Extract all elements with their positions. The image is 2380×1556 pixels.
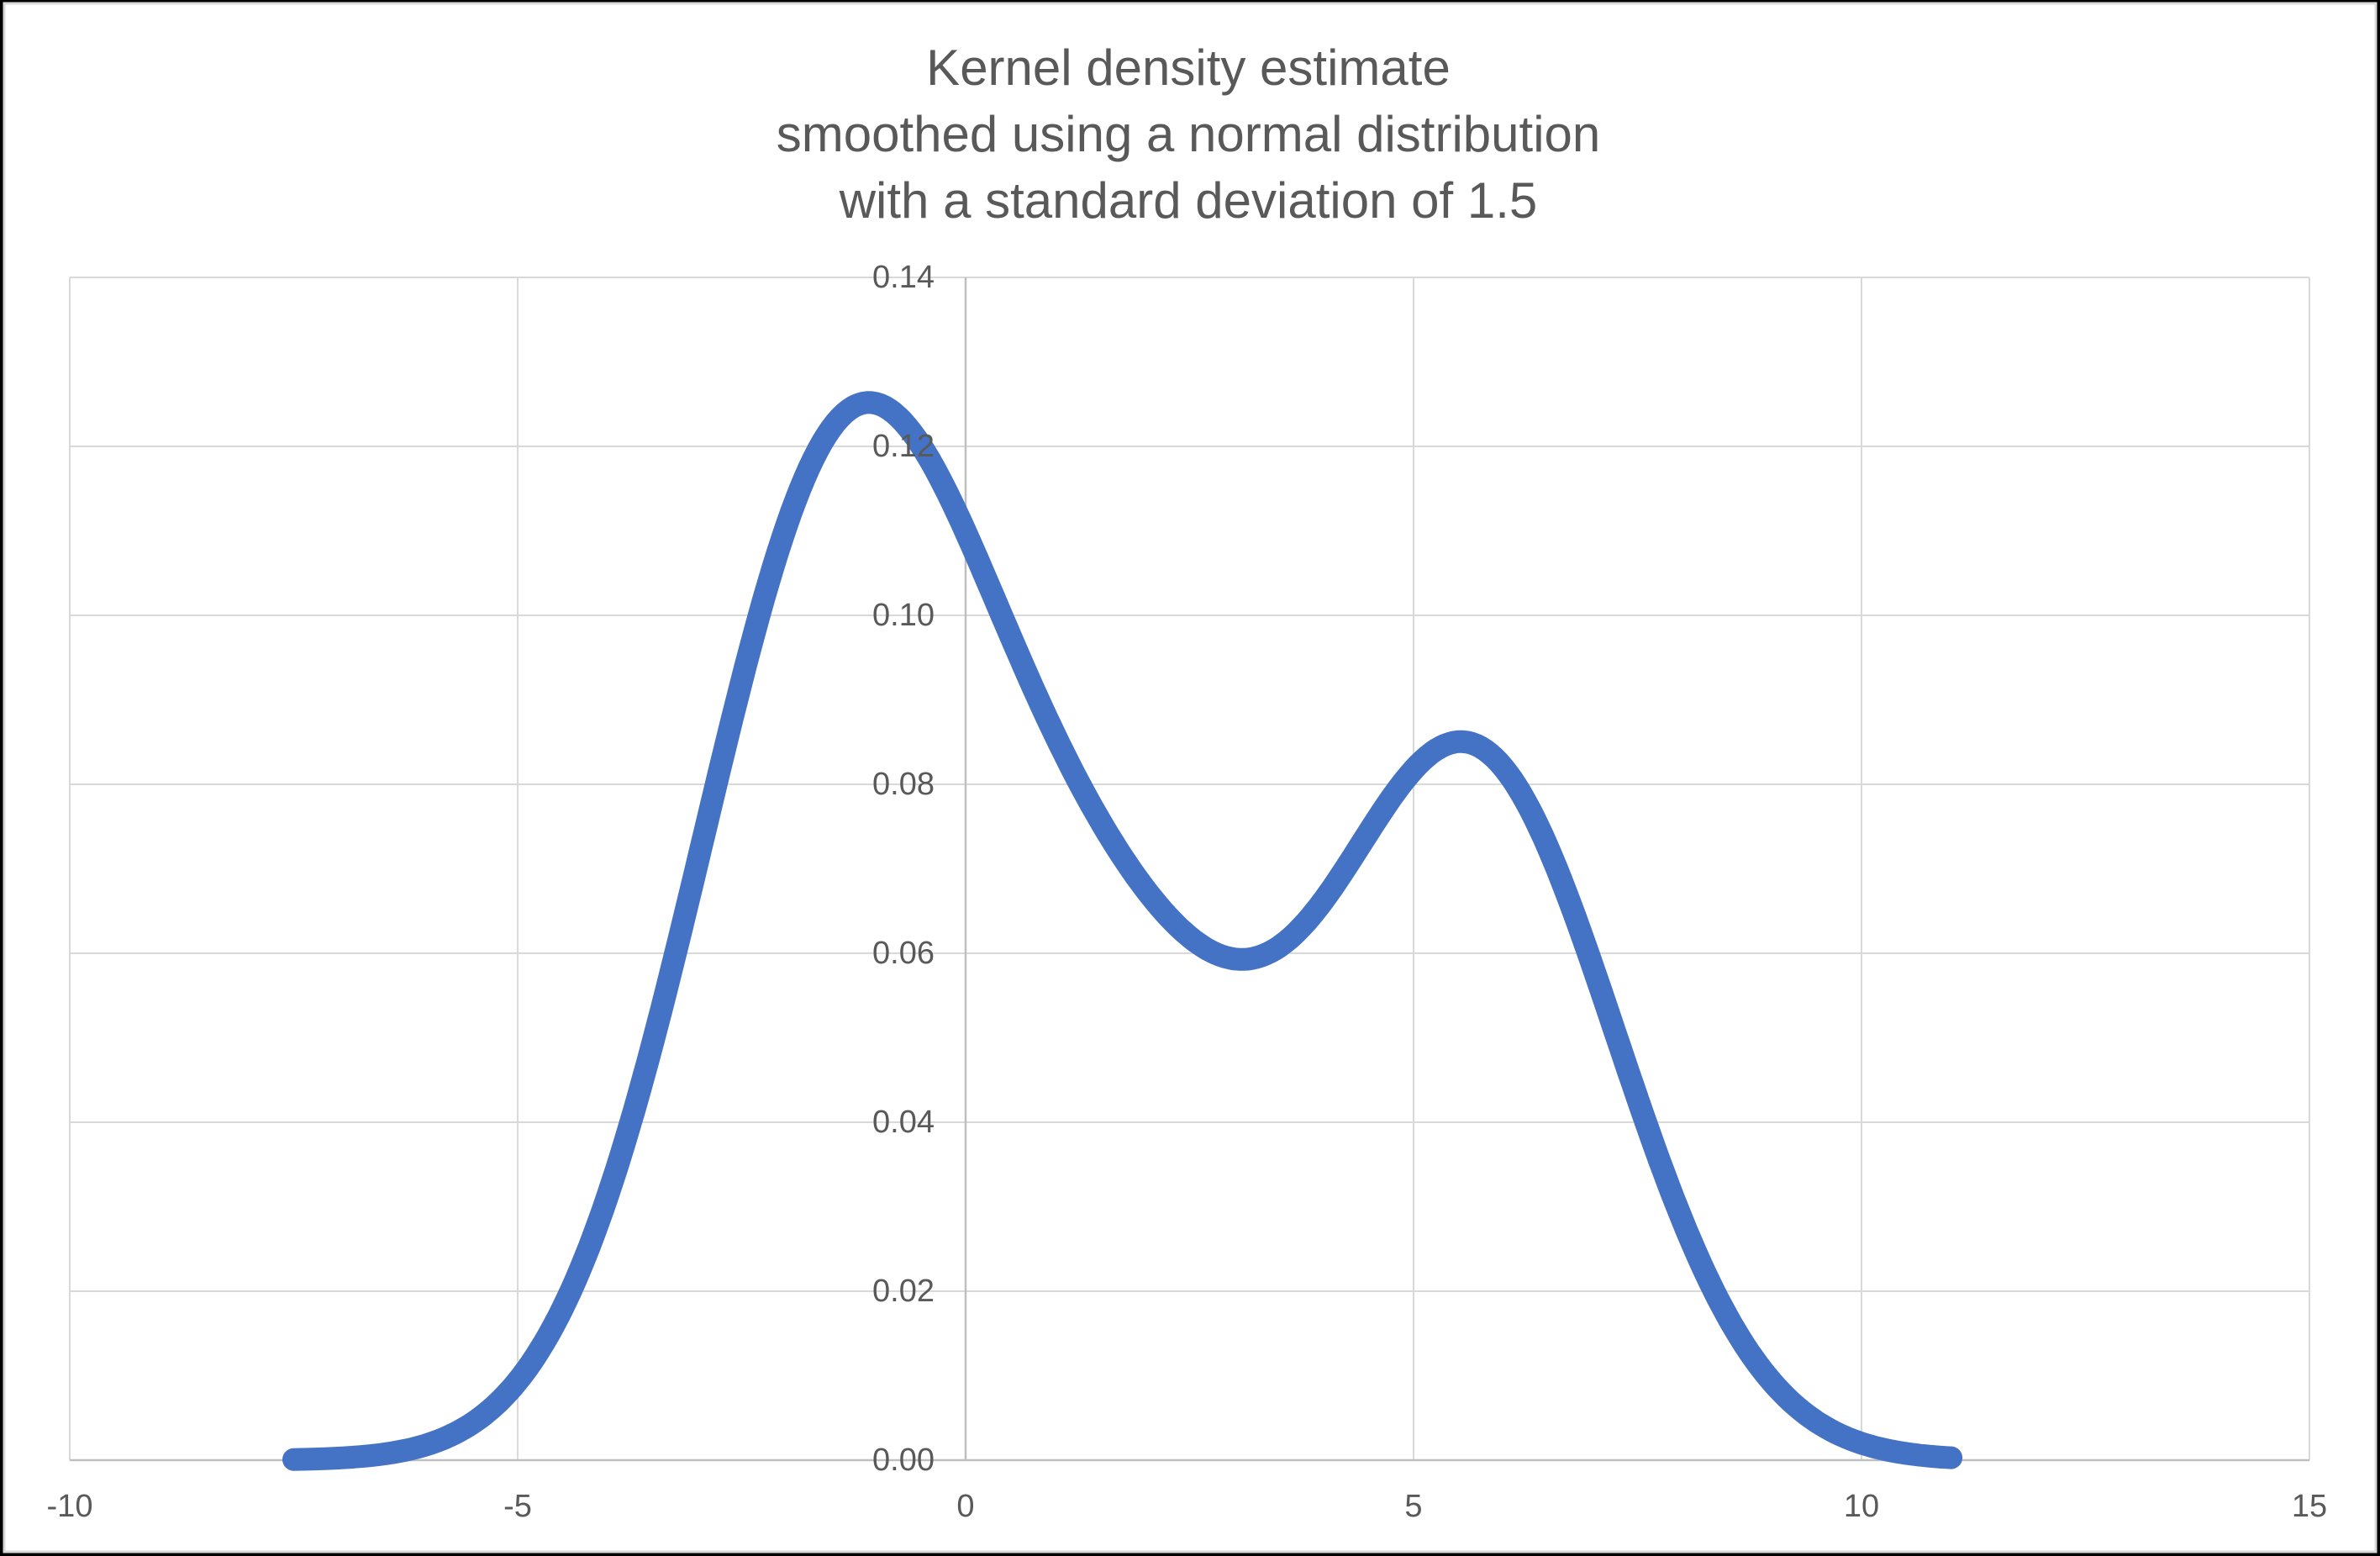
svg-text:0.12: 0.12 — [872, 429, 935, 464]
svg-text:10: 10 — [1844, 1489, 1879, 1524]
svg-text:0.10: 0.10 — [872, 598, 935, 633]
svg-text:15: 15 — [2292, 1489, 2327, 1524]
svg-text:0.14: 0.14 — [872, 260, 935, 295]
svg-text:0.04: 0.04 — [872, 1105, 935, 1140]
svg-text:with a standard deviation of 1: with a standard deviation of 1.5 — [839, 172, 1538, 229]
svg-text:Kernel density estimate: Kernel density estimate — [926, 40, 1451, 96]
svg-text:0.06: 0.06 — [872, 936, 935, 971]
svg-text:-10: -10 — [47, 1489, 93, 1524]
svg-text:0: 0 — [956, 1489, 974, 1524]
svg-text:5: 5 — [1404, 1489, 1422, 1524]
svg-text:0.00: 0.00 — [872, 1443, 935, 1478]
svg-text:smoothed using a normal distri: smoothed using a normal distribution — [777, 106, 1601, 162]
svg-text:0.08: 0.08 — [872, 767, 935, 802]
svg-text:0.02: 0.02 — [872, 1274, 935, 1309]
svg-text:-5: -5 — [503, 1489, 532, 1524]
